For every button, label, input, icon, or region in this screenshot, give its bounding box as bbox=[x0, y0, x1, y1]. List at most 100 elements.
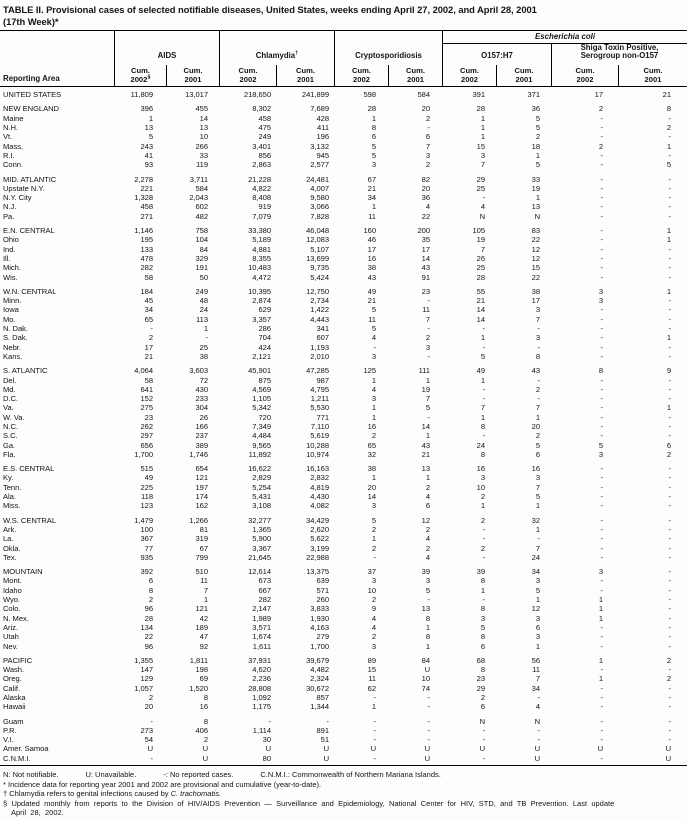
cell-value: 25 bbox=[199, 342, 208, 352]
cell-value: 5 bbox=[666, 160, 671, 170]
cell-reporting-area: Md. bbox=[3, 384, 16, 394]
cell-value: - bbox=[205, 333, 209, 343]
cell-value: 4 bbox=[371, 384, 376, 394]
table-row: Alaska 2 8 1,092 857 - - 2 - - - bbox=[0, 693, 687, 702]
cell-value: 81 bbox=[199, 524, 208, 534]
cell-value: 16 bbox=[476, 464, 485, 474]
col-group-aids-label: AIDS bbox=[157, 51, 177, 61]
cell-value: 1,811 bbox=[189, 655, 208, 665]
cell-value: 241,899 bbox=[301, 90, 329, 100]
cell-value: 13 bbox=[199, 123, 208, 133]
cell-value: 5 bbox=[425, 403, 430, 413]
cell-value: 24,481 bbox=[306, 174, 329, 184]
cell-value: - bbox=[600, 534, 604, 544]
table-row: Miss. 123 162 3,108 4,082 3 6 1 1 - - bbox=[0, 501, 687, 510]
cell-value: 24 bbox=[476, 440, 485, 450]
cell-value: - bbox=[373, 725, 377, 735]
col-header-reporting-area: Reporting Area bbox=[0, 31, 115, 87]
col-group-cryptosporidiosis-label: Cryptosporidiosis bbox=[355, 51, 422, 61]
cell-value: - bbox=[600, 202, 604, 212]
cell-value: 3 bbox=[371, 501, 376, 511]
cell-value: 36 bbox=[421, 193, 430, 203]
cell-value: 1 bbox=[535, 501, 540, 511]
cell-value: 5 bbox=[535, 585, 540, 595]
cell-value: 18 bbox=[531, 141, 540, 151]
cell-value: - bbox=[373, 716, 377, 726]
cell-value: 11,809 bbox=[130, 90, 153, 100]
cell-value: - bbox=[427, 735, 431, 745]
cell-value: 1 bbox=[480, 412, 485, 422]
cell-value: 2 bbox=[371, 524, 376, 534]
cell-value: - bbox=[482, 524, 486, 534]
cell-value: 6 bbox=[535, 622, 540, 632]
table-title: TABLE II. Provisional cases of selected … bbox=[0, 0, 687, 27]
cell-value: N bbox=[479, 211, 485, 221]
cell-value: 598 bbox=[363, 90, 376, 100]
cell-value: 46,048 bbox=[306, 226, 329, 236]
cell-value: 152 bbox=[140, 394, 153, 404]
cell-value: 30,672 bbox=[306, 683, 329, 693]
cell-value: - bbox=[600, 132, 604, 142]
cell-value: 4,484 bbox=[252, 431, 271, 441]
cell-value: 271 bbox=[140, 211, 153, 221]
cell-value: 7,110 bbox=[310, 421, 329, 431]
cell-value: 9 bbox=[666, 366, 671, 376]
cell-value: 38 bbox=[199, 351, 208, 361]
cell-value: - bbox=[600, 412, 604, 422]
footnote-star: * Incidence data for reporting year 2001… bbox=[3, 779, 322, 789]
table-row: Mont. 6 11 673 639 3 3 8 3 - - bbox=[0, 576, 687, 585]
cell-value: 45 bbox=[144, 296, 153, 306]
cell-value: - bbox=[600, 725, 604, 735]
table-row: W.S. CENTRAL 1,479 1,266 32,277 34,429 5 12 2 32… bbox=[0, 516, 687, 525]
cell-value: - bbox=[482, 753, 486, 763]
cell-value: 1 bbox=[598, 613, 603, 623]
cell-value: 5,900 bbox=[252, 534, 271, 544]
cell-value: 147 bbox=[140, 665, 153, 675]
cell-value: 641 bbox=[140, 384, 153, 394]
cell-value: 5 bbox=[480, 622, 485, 632]
cell-value: 987 bbox=[316, 375, 329, 385]
cell-value: - bbox=[600, 515, 604, 525]
cell-value: 25 bbox=[476, 263, 485, 273]
cell-value: 5 bbox=[371, 305, 376, 315]
cell-value: 262 bbox=[140, 421, 153, 431]
cell-value: - bbox=[600, 683, 604, 693]
cell-value: - bbox=[668, 585, 672, 595]
cell-value: 704 bbox=[258, 333, 271, 343]
col-group-shiga-line1: Shiga Toxin Positive, bbox=[580, 42, 659, 52]
cell-value: 34,429 bbox=[306, 515, 329, 525]
table-row: Del. 58 72 875 987 1 1 1 - - - bbox=[0, 376, 687, 385]
cell-value: 4,443 bbox=[310, 314, 329, 324]
cell-value: 5 bbox=[535, 123, 540, 133]
cell-value: 5,424 bbox=[310, 272, 329, 282]
cell-value: - bbox=[600, 314, 604, 324]
cell-value: 639 bbox=[316, 576, 329, 586]
cell-value: 3,066 bbox=[310, 202, 329, 212]
table-row: Tex. 935 799 21,645 22,988 - 4 - 24 - - bbox=[0, 553, 687, 562]
cell-reporting-area: Mich. bbox=[3, 263, 21, 273]
cell-value: 16 bbox=[531, 464, 540, 474]
table-row: Ga. 656 389 9,565 10,288 65 43 24 5 5 6 bbox=[0, 441, 687, 450]
cell-value: 28 bbox=[476, 272, 485, 282]
cell-value: - bbox=[427, 725, 431, 735]
table-row: N. Dak. - 1 286 341 5 - - - - - bbox=[0, 324, 687, 333]
cell-value: 30 bbox=[262, 735, 271, 745]
cell-reporting-area: Del. bbox=[3, 375, 17, 385]
cell-value: 3,199 bbox=[310, 543, 329, 553]
cell-value: 2 bbox=[598, 141, 603, 151]
cell-value: 21 bbox=[367, 183, 376, 193]
cell-value: 4,082 bbox=[310, 501, 329, 511]
cell-reporting-area: Hawaii bbox=[3, 702, 26, 712]
cell-value: 8 bbox=[480, 632, 485, 642]
cell-reporting-area: Mont. bbox=[3, 576, 22, 586]
cell-value: 1,175 bbox=[252, 702, 271, 712]
cell-value: 65 bbox=[367, 440, 376, 450]
cell-value: 17 bbox=[367, 244, 376, 254]
table-row: Amer. Samoa U U U U U U U U U U bbox=[0, 744, 687, 753]
cell-value: 7 bbox=[535, 482, 540, 492]
cell-value: 1 bbox=[203, 324, 208, 334]
cell-value: 2 bbox=[666, 449, 671, 459]
col-group-chlamydia-label: Chlamydia bbox=[255, 51, 296, 61]
cell-value: 32,277 bbox=[248, 515, 271, 525]
cell-value: - bbox=[600, 552, 604, 562]
